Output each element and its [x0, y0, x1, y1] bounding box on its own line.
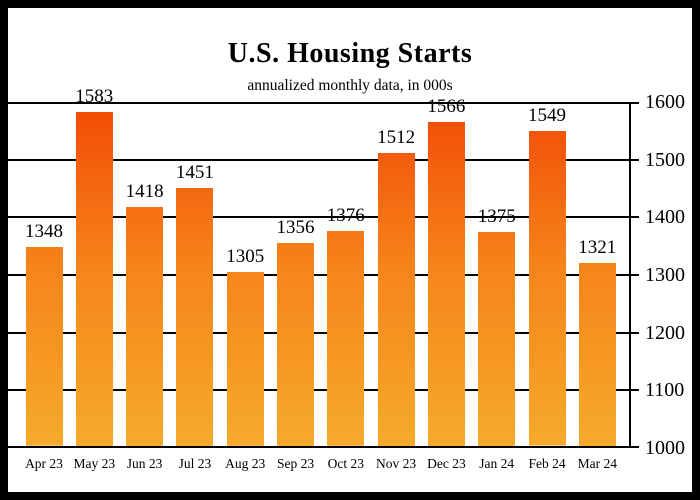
y-axis-tick-label: 1200: [645, 321, 685, 344]
y-axis-tick-label: 1000: [645, 437, 685, 459]
bar: [126, 206, 164, 446]
gridline: [8, 158, 631, 161]
y-axis-tick: [631, 102, 639, 104]
bar-value-label: 1321: [578, 236, 617, 258]
x-axis-tick-label: Feb 24: [528, 456, 566, 471]
x-axis-tick-label: Oct 23: [327, 456, 364, 471]
bar-value-label: 1566: [427, 95, 466, 117]
chart-title: U.S. Housing Starts: [227, 38, 473, 69]
gridline: [8, 331, 631, 334]
bar: [226, 272, 264, 446]
bar-value-label: 1348: [25, 221, 63, 243]
gridline: [8, 389, 631, 392]
y-axis-tick-label: 1500: [645, 148, 685, 171]
y-axis-tick: [631, 446, 639, 448]
bar: [377, 152, 415, 446]
y-axis-tick: [631, 389, 639, 392]
bar: [277, 242, 314, 446]
bar-value-label: 1583: [75, 85, 114, 107]
x-axis-tick-label: May 23: [73, 456, 116, 471]
y-axis-tick-label: 1600: [645, 91, 685, 113]
bar: [75, 111, 113, 446]
x-axis-tick-label: Jan 24: [479, 456, 515, 471]
gridline: [8, 274, 631, 276]
x-axis-tick-label: Mar 24: [577, 456, 617, 471]
x-axis-tick-label: Nov 23: [376, 456, 417, 471]
x-axis-tick-label: Dec 23: [427, 456, 466, 471]
y-axis-tick: [631, 216, 639, 219]
x-axis-tick-label: Apr 23: [25, 456, 63, 471]
chart-subtitle: annualized monthly data, in 000s: [247, 77, 453, 94]
y-axis-tick: [631, 158, 639, 161]
bar: [327, 231, 365, 446]
plot-border-top: [8, 102, 631, 104]
y-axis-tick-label: 1100: [645, 379, 685, 402]
y-axis-tick: [631, 274, 639, 276]
bar-value-label: 1375: [477, 205, 516, 227]
bar-value-label: 1356: [276, 216, 315, 238]
x-axis-tick-label: Aug 23: [225, 456, 266, 471]
bar: [578, 262, 616, 446]
bar-value-label: 1305: [226, 246, 265, 268]
bar: [528, 131, 566, 446]
x-axis-line: [8, 446, 631, 448]
x-axis-tick-label: Jul 23: [178, 456, 212, 471]
bar: [176, 187, 214, 446]
bar: [25, 247, 63, 446]
chart-canvas: U.S. Housing Starts annualized monthly d…: [8, 8, 692, 492]
bar-value-label: 1418: [125, 180, 164, 202]
y-axis-tick: [631, 331, 639, 334]
gridline: [8, 216, 631, 219]
x-axis-tick-label: Jun 23: [126, 456, 163, 471]
bar-value-label: 1549: [528, 105, 566, 127]
plot-border-right: [629, 102, 631, 448]
bar: [427, 121, 465, 446]
bar: [478, 231, 516, 446]
bar-value-label: 1376: [326, 205, 365, 227]
x-axis-tick-label: Sep 23: [276, 456, 315, 471]
plot-area: 1348 Apr 23 1583 May 23 1418 Jun 23 1451 Jul 23…: [8, 86, 639, 471]
y-axis-tick-label: 1300: [645, 264, 685, 286]
bar-value-label: 1512: [377, 126, 416, 148]
y-axis-tick-label: 1400: [645, 206, 685, 229]
bar-value-label: 1451: [175, 161, 214, 183]
